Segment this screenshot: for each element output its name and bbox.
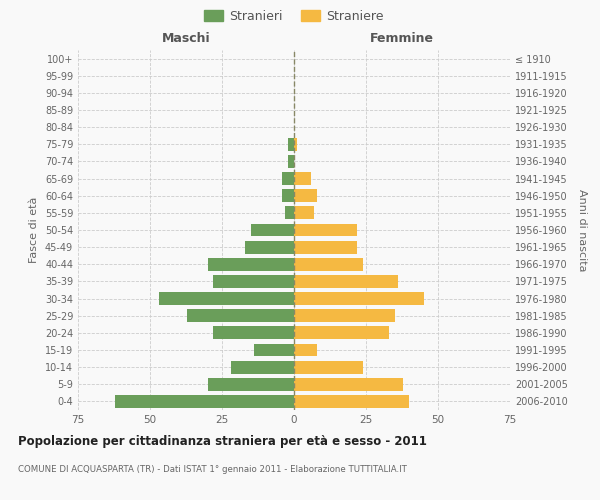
Bar — [286, 206, 294, 220]
Text: Femmine: Femmine — [370, 32, 434, 45]
Bar — [214, 275, 294, 288]
Bar — [230, 360, 294, 374]
Bar — [294, 190, 317, 202]
Bar — [214, 326, 294, 340]
Bar — [187, 310, 294, 322]
Bar — [294, 206, 314, 220]
Bar — [294, 310, 395, 322]
Bar — [294, 360, 363, 374]
Bar — [294, 378, 403, 390]
Bar — [208, 258, 294, 270]
Text: Maschi: Maschi — [161, 32, 211, 45]
Bar — [283, 190, 294, 202]
Y-axis label: Fasce di età: Fasce di età — [29, 197, 39, 263]
Bar — [294, 344, 317, 356]
Bar — [294, 292, 424, 305]
Bar — [158, 292, 294, 305]
Bar — [294, 172, 311, 185]
Text: COMUNE DI ACQUASPARTA (TR) - Dati ISTAT 1° gennaio 2011 - Elaborazione TUTTITALI: COMUNE DI ACQUASPARTA (TR) - Dati ISTAT … — [18, 465, 407, 474]
Bar — [294, 275, 398, 288]
Y-axis label: Anni di nascita: Anni di nascita — [577, 188, 587, 271]
Bar — [288, 138, 294, 150]
Text: Popolazione per cittadinanza straniera per età e sesso - 2011: Popolazione per cittadinanza straniera p… — [18, 435, 427, 448]
Bar — [208, 378, 294, 390]
Bar — [288, 155, 294, 168]
Bar — [251, 224, 294, 236]
Bar — [294, 326, 389, 340]
Bar — [115, 395, 294, 408]
Bar — [294, 224, 358, 236]
Legend: Stranieri, Straniere: Stranieri, Straniere — [200, 6, 388, 26]
Bar — [294, 395, 409, 408]
Bar — [294, 258, 363, 270]
Bar — [294, 240, 358, 254]
Bar — [294, 138, 297, 150]
Bar — [245, 240, 294, 254]
Bar — [283, 172, 294, 185]
Bar — [254, 344, 294, 356]
